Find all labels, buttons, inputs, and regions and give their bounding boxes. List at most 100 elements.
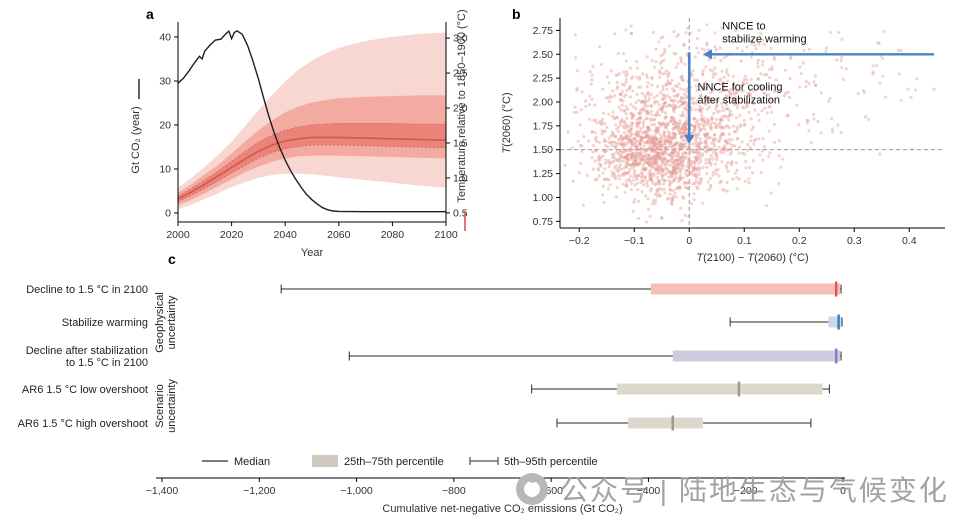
scatter-point xyxy=(756,61,760,65)
scatter-point xyxy=(651,149,655,154)
x-tick-label: 2020 xyxy=(220,229,244,241)
scatter-point xyxy=(611,172,615,176)
scatter-point xyxy=(719,101,724,105)
scatter-point xyxy=(676,159,680,163)
scatter-point xyxy=(707,188,711,192)
scatter-point xyxy=(650,140,654,144)
scatter-point xyxy=(700,113,704,117)
scatter-point xyxy=(632,156,636,160)
scatter-point xyxy=(633,183,637,187)
scatter-point xyxy=(667,153,672,157)
scatter-point xyxy=(677,156,681,160)
scatter-point xyxy=(630,182,634,186)
scatter-point xyxy=(670,78,674,82)
scatter-point xyxy=(896,48,900,53)
scatter-point xyxy=(603,149,607,153)
scatter-point xyxy=(695,157,699,161)
scatter-point xyxy=(691,165,695,169)
scatter-point xyxy=(664,115,668,119)
scatter-point xyxy=(733,28,738,32)
scatter-point xyxy=(728,152,732,156)
scatter-point xyxy=(661,35,665,39)
scatter-point xyxy=(648,163,652,167)
scatter-point xyxy=(910,147,914,151)
scatter-point xyxy=(641,124,645,128)
scatter-point xyxy=(624,143,628,147)
scatter-point xyxy=(716,110,720,114)
scatter-point xyxy=(579,108,583,112)
scatter-point xyxy=(583,99,588,103)
scatter-point xyxy=(737,177,742,181)
scatter-point xyxy=(634,176,638,180)
scatter-point xyxy=(684,31,688,35)
scatter-point xyxy=(653,166,657,170)
scatter-point xyxy=(654,161,658,165)
scatter-point xyxy=(682,101,686,105)
scatter-point xyxy=(649,189,653,193)
scatter-point xyxy=(616,167,620,171)
scatter-point xyxy=(812,112,816,116)
scatter-point xyxy=(697,147,701,151)
scatter-point xyxy=(786,90,790,94)
scatter-point xyxy=(808,47,812,51)
scatter-point xyxy=(649,156,653,160)
scatter-point xyxy=(671,127,675,131)
row-label: AR6 1.5 °C low overshoot xyxy=(22,384,148,396)
scatter-point xyxy=(680,127,684,131)
scatter-point xyxy=(642,179,646,183)
scatter-point xyxy=(661,159,665,163)
scatter-point xyxy=(807,82,811,86)
scatter-point xyxy=(655,130,659,134)
scatter-point xyxy=(708,97,712,101)
scatter-point xyxy=(639,159,643,163)
scatter-point xyxy=(650,113,654,117)
scatter-point xyxy=(719,151,723,155)
scatter-point xyxy=(655,175,660,180)
scatter-point xyxy=(698,147,702,151)
scatter-point xyxy=(665,152,670,156)
scatter-point xyxy=(634,145,638,149)
scatter-point xyxy=(684,127,688,131)
scatter-point xyxy=(649,187,654,191)
scatter-point xyxy=(599,164,603,168)
scatter-point xyxy=(618,98,623,102)
scatter-point xyxy=(693,125,697,129)
scatter-point xyxy=(767,105,771,109)
scatter-point xyxy=(631,161,635,165)
scatter-point xyxy=(659,91,663,95)
scatter-point xyxy=(647,111,651,115)
scatter-point xyxy=(613,158,617,162)
scatter-point xyxy=(652,154,656,158)
scatter-point xyxy=(694,167,698,171)
scatter-point xyxy=(772,57,776,62)
scatter-point xyxy=(644,135,648,139)
scatter-point xyxy=(633,162,637,166)
scatter-point xyxy=(620,143,624,147)
scatter-point xyxy=(652,141,656,145)
scatter-point xyxy=(653,150,657,154)
scatter-point xyxy=(639,146,643,150)
y-tick-label: 1.75 xyxy=(533,120,554,132)
scatter-point xyxy=(640,139,644,143)
scatter-point xyxy=(655,94,659,98)
scatter-point xyxy=(697,151,701,155)
scatter-point xyxy=(663,150,667,154)
scatter-point xyxy=(682,88,686,92)
scatter-point xyxy=(653,99,657,103)
scatter-point xyxy=(606,145,610,149)
scatter-point xyxy=(644,149,648,153)
scatter-point xyxy=(647,97,651,101)
scatter-point xyxy=(658,121,662,125)
scatter-point xyxy=(608,183,612,187)
y-tick-label: 0.75 xyxy=(533,216,554,228)
scatter-point xyxy=(658,155,663,159)
temperature-median-line xyxy=(177,136,447,200)
scatter-point xyxy=(748,139,752,143)
scatter-point xyxy=(637,111,641,116)
annotation-text: NNCE for cooling xyxy=(698,82,783,94)
scatter-point xyxy=(756,77,760,81)
scatter-point xyxy=(604,144,608,148)
scatter-point xyxy=(684,124,688,129)
scatter-point xyxy=(741,80,745,84)
scatter-point xyxy=(692,117,696,121)
